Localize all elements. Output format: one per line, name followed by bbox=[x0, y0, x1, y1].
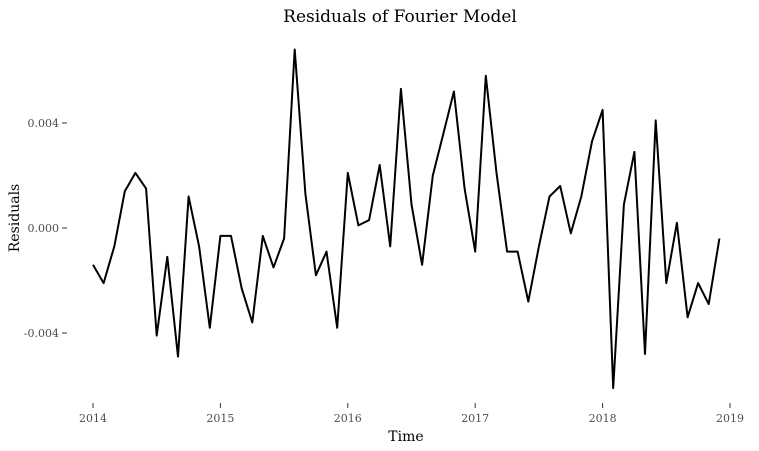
x-tick-label: 2019 bbox=[716, 412, 744, 425]
x-tick-label: 2014 bbox=[79, 412, 107, 425]
chart-title: Residuals of Fourier Model bbox=[283, 7, 517, 27]
y-tick-label: 0.004 bbox=[28, 117, 60, 130]
plot-area bbox=[92, 48, 721, 390]
x-tick-label: 2017 bbox=[461, 412, 489, 425]
x-tick-label: 2016 bbox=[334, 412, 362, 425]
x-tick-label: 2015 bbox=[206, 412, 234, 425]
y-axis: -0.004 0.000 0.004 bbox=[24, 117, 67, 340]
y-tick-label: -0.004 bbox=[24, 327, 59, 340]
x-axis: 2014 2015 2016 2017 2018 2019 bbox=[79, 403, 744, 425]
residuals-series-line bbox=[92, 48, 721, 390]
x-tick-label: 2018 bbox=[589, 412, 617, 425]
y-axis-title: Residuals bbox=[7, 184, 23, 252]
y-tick-label: 0.000 bbox=[28, 222, 60, 235]
x-axis-title: Time bbox=[388, 429, 423, 445]
